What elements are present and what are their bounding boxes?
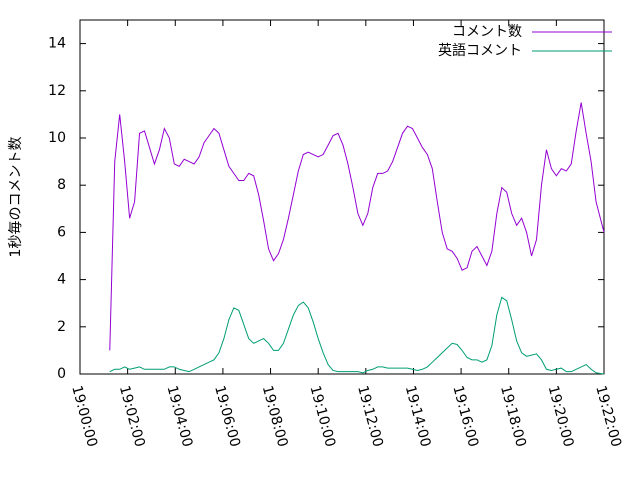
- x-tick-label: 19:16:00: [449, 384, 481, 449]
- plot-frame: [79, 19, 605, 375]
- y-tick-label: 10: [48, 130, 66, 146]
- y-tick-label: 14: [48, 36, 66, 52]
- series-line: [109, 296, 605, 375]
- x-tick-label: 19:02:00: [116, 384, 148, 449]
- x-tick-label: 19:00:00: [68, 384, 100, 449]
- x-tick-label: 19:18:00: [497, 384, 529, 449]
- legend-label: 英語コメント: [438, 42, 522, 59]
- y-tick-label: 6: [57, 224, 66, 240]
- y-tick-label: 12: [48, 83, 66, 99]
- x-tick-label: 19:22:00: [592, 384, 624, 449]
- x-tick-label: 19:08:00: [259, 384, 291, 449]
- x-tick-label: 19:10:00: [306, 384, 338, 449]
- x-tick-label: 19:12:00: [354, 384, 386, 449]
- y-tick-label: 2: [57, 319, 66, 335]
- y-tick-label: 0: [57, 366, 66, 382]
- series-line: [109, 102, 605, 351]
- x-tick-label: 19:14:00: [402, 384, 434, 449]
- legend-label: コメント数: [452, 24, 522, 40]
- y-axis-label: 1秒毎のコメント数: [8, 137, 24, 258]
- y-tick-label: 8: [57, 177, 66, 193]
- y-tick-label: 4: [57, 272, 66, 288]
- x-tick-label: 19:20:00: [545, 384, 577, 449]
- x-tick-label: 19:04:00: [164, 384, 196, 449]
- x-tick-label: 19:06:00: [211, 384, 243, 449]
